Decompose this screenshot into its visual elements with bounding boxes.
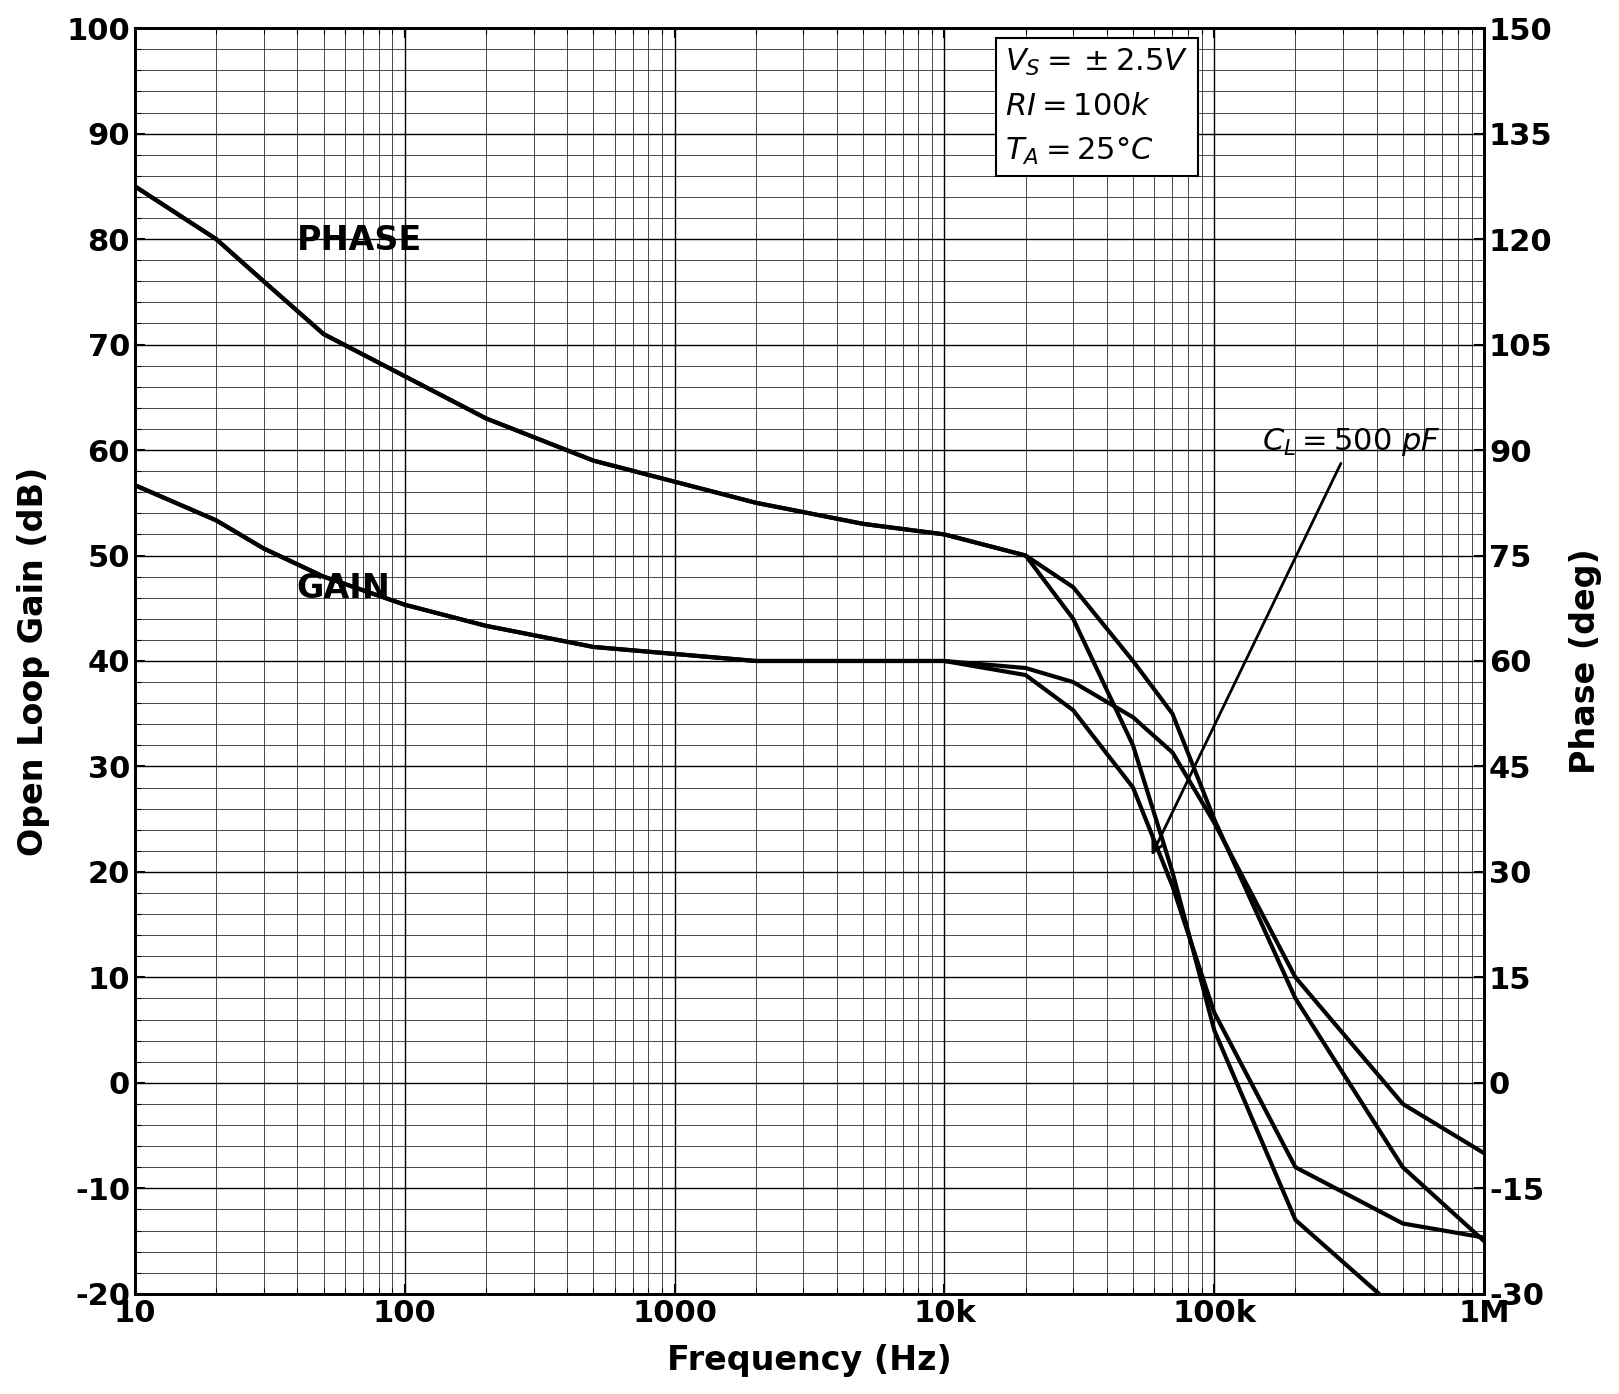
X-axis label: Frequency (Hz): Frequency (Hz) <box>667 1344 952 1377</box>
Text: GAIN: GAIN <box>296 572 390 605</box>
Text: $V_S = \pm 2.5V$
$RI = 100k$
$T_A = 25°C$: $V_S = \pm 2.5V$ $RI = 100k$ $T_A = 25°C… <box>1005 47 1188 166</box>
Y-axis label: Phase (deg): Phase (deg) <box>1569 548 1603 774</box>
Text: $C_L = 500\ pF$: $C_L = 500\ pF$ <box>1153 427 1441 853</box>
Y-axis label: Open Loop Gain (dB): Open Loop Gain (dB) <box>16 467 50 856</box>
Text: PHASE: PHASE <box>296 223 423 256</box>
